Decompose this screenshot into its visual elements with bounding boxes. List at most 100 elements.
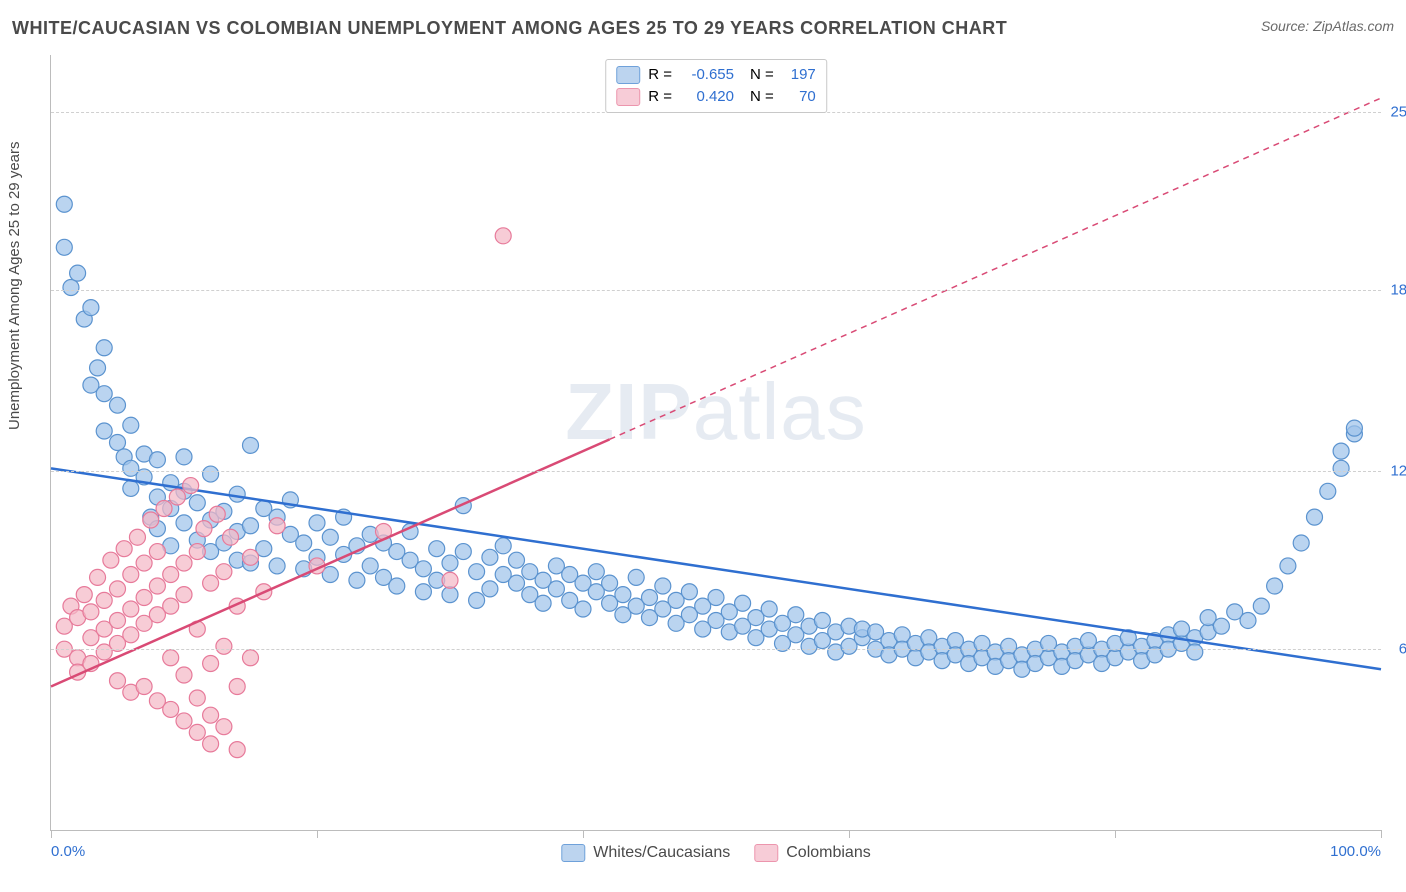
data-point-colombians [442,572,458,588]
data-point-colombians [103,552,119,568]
data-point-colombians [189,724,205,740]
data-point-colombians [176,667,192,683]
source-attribution: Source: ZipAtlas.com [1261,18,1394,34]
data-point-whites [735,595,751,611]
data-point-whites [322,529,338,545]
data-point-whites [96,386,112,402]
data-point-whites [788,607,804,623]
x-tick [51,830,52,838]
data-point-whites [482,581,498,597]
legend-item-colombians: Colombians [754,844,870,862]
data-point-colombians [189,690,205,706]
data-point-whites [296,535,312,551]
data-point-whites [509,552,525,568]
data-point-colombians [123,567,139,583]
data-point-whites [1267,578,1283,594]
data-point-whites [495,538,511,554]
data-point-whites [203,466,219,482]
gridline [51,290,1381,291]
data-point-whites [442,555,458,571]
data-point-colombians [143,512,159,528]
y-tick-label: 18.8% [1385,282,1406,299]
data-point-whites [1320,483,1336,499]
data-point-colombians [110,612,126,628]
data-point-colombians [243,549,259,565]
data-point-colombians [229,742,245,758]
data-point-whites [229,486,245,502]
data-point-colombians [203,656,219,672]
data-point-whites [535,595,551,611]
data-point-colombians [110,673,126,689]
data-point-colombians [196,521,212,537]
data-point-colombians [189,544,205,560]
data-point-whites [655,578,671,594]
data-point-whites [309,515,325,531]
gridline [51,649,1381,650]
data-point-whites [455,544,471,560]
data-point-colombians [216,719,232,735]
data-point-colombians [243,650,259,666]
x-tick [1115,830,1116,838]
n-value-whites: 197 [782,64,816,86]
data-point-whites [243,518,259,534]
y-tick-label: 12.5% [1385,463,1406,480]
r-value-whites: -0.655 [680,64,734,86]
data-point-whites [708,590,724,606]
data-point-whites [1213,618,1229,634]
swatch-icon [561,844,585,862]
data-point-colombians [90,569,106,585]
data-point-whites [90,360,106,376]
gridline [51,471,1381,472]
data-point-colombians [203,575,219,591]
swatch-icon [754,844,778,862]
data-point-whites [415,584,431,600]
data-point-colombians [209,506,225,522]
x-min-label: 0.0% [51,843,85,860]
data-point-whites [110,397,126,413]
data-point-whites [681,584,697,600]
data-point-colombians [163,598,179,614]
data-point-whites [602,575,618,591]
data-point-whites [1280,558,1296,574]
data-point-colombians [136,678,152,694]
y-tick-label: 6.3% [1385,641,1406,658]
data-point-whites [176,515,192,531]
n-value-colombians: 70 [782,86,816,108]
data-point-whites [615,587,631,603]
data-point-whites [814,612,830,628]
chart-area: ZIPatlas R = -0.655 N = 197 R = 0.420 N … [50,55,1381,831]
r-value-colombians: 0.420 [680,86,734,108]
data-point-whites [56,196,72,212]
data-point-whites [123,480,139,496]
data-point-whites [243,437,259,453]
data-point-colombians [149,578,165,594]
data-point-colombians [163,567,179,583]
data-point-whites [149,452,165,468]
data-point-colombians [176,555,192,571]
scatter-plot [51,55,1381,830]
data-point-colombians [136,590,152,606]
legend-row-whites: R = -0.655 N = 197 [616,64,816,86]
x-max-label: 100.0% [1330,843,1381,860]
data-point-whites [70,265,86,281]
data-point-colombians [136,555,152,571]
data-point-colombians [163,701,179,717]
data-point-whites [509,575,525,591]
data-point-whites [761,601,777,617]
data-point-whites [176,449,192,465]
data-point-whites [588,564,604,580]
x-tick [317,830,318,838]
data-point-whites [189,495,205,511]
data-point-colombians [116,541,132,557]
y-axis-label: Unemployment Among Ages 25 to 29 years [6,141,23,430]
data-point-colombians [96,592,112,608]
data-point-whites [349,572,365,588]
x-tick [1381,830,1382,838]
legend-row-colombians: R = 0.420 N = 70 [616,86,816,108]
data-point-whites [56,239,72,255]
data-point-colombians [123,627,139,643]
data-point-whites [389,578,405,594]
data-point-colombians [129,529,145,545]
data-point-whites [110,435,126,451]
data-point-colombians [183,478,199,494]
